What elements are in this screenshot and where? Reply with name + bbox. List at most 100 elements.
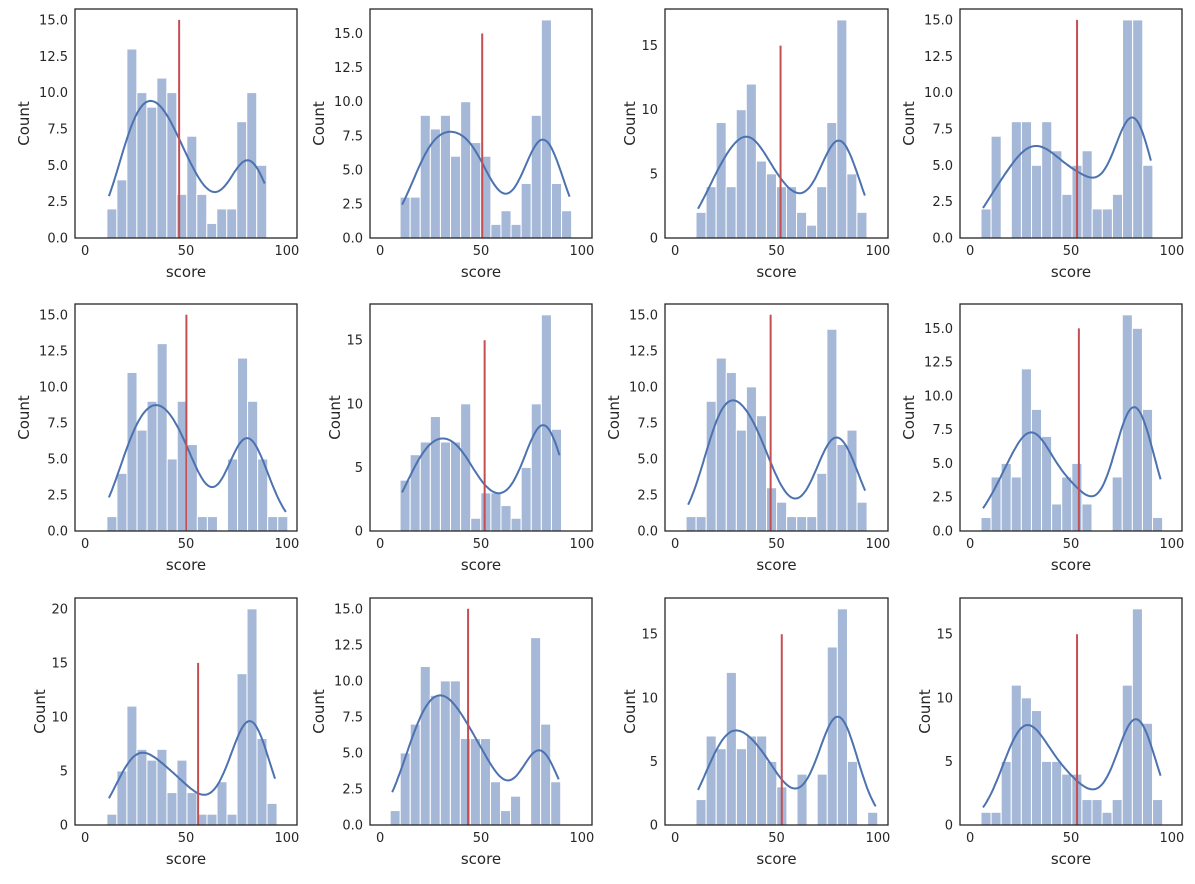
x-axis-label: score (756, 850, 796, 868)
y-tick-label: 15.0 (629, 308, 658, 323)
subplot-5: 0 50 100 0.0 2.5 5.0 7.5 10.0 12.5 15.0 score Count (15, 303, 299, 574)
histogram-bar (1142, 164, 1154, 239)
histogram-bar (1111, 476, 1123, 532)
x-tick-label: 50 (473, 831, 490, 846)
histogram-bar (277, 516, 289, 532)
histogram-bar (816, 186, 828, 239)
histogram-bar (490, 223, 502, 239)
kde-curve (107, 404, 287, 513)
histogram-bar (765, 173, 777, 239)
y-axis-label: Count (621, 689, 639, 734)
x-tick-label: 0 (966, 244, 974, 259)
histogram-bar (409, 196, 421, 239)
histogram-bar (725, 671, 737, 826)
histogram-bar (980, 208, 992, 239)
y-tick-label: 5.0 (932, 159, 953, 174)
histogram-bar (745, 735, 758, 826)
y-tick-label: 15 (346, 334, 363, 349)
histogram-bar (1061, 476, 1073, 532)
histogram-bar (480, 492, 492, 532)
x-tick-label: 100 (274, 831, 299, 846)
histogram-bar (685, 516, 697, 532)
histogram-bar (1111, 193, 1124, 239)
y-tick-label: 2.5 (932, 491, 953, 506)
histogram-bar (745, 83, 757, 239)
y-tick-label: 0.0 (637, 525, 658, 540)
x-tick-label: 50 (473, 537, 490, 552)
histogram-bar (776, 501, 788, 532)
y-tick-label: 0 (945, 819, 953, 834)
histogram-bar (460, 403, 472, 532)
y-tick-label: 2.5 (932, 195, 953, 210)
histogram-bar (126, 48, 138, 239)
y-tick-label: 20 (51, 602, 68, 617)
histogram-bar (796, 211, 808, 239)
y-axis-label: Count (15, 395, 33, 440)
x-tick-label: 50 (178, 831, 195, 846)
axes-frame (369, 597, 593, 826)
y-axis-label: Count (605, 395, 623, 440)
histogram-bar (1061, 193, 1073, 239)
histogram-bar (1131, 327, 1143, 532)
x-tick-label: 100 (274, 244, 299, 259)
x-tick-label: 100 (865, 537, 890, 552)
y-tick-label: 15 (641, 39, 658, 54)
y-tick-label: 5.0 (637, 452, 658, 467)
histogram-bar (786, 186, 798, 239)
histogram-bar (725, 186, 737, 239)
histogram-bar (136, 92, 148, 239)
kde-curve (982, 116, 1152, 209)
subplot-11: 0 50 100 0 5 10 15 score Count (621, 597, 890, 868)
x-tick-label: 50 (1063, 831, 1080, 846)
x-tick-label: 50 (1063, 537, 1080, 552)
histogram-bar (247, 400, 259, 532)
histogram-bar (206, 813, 218, 826)
histogram-bar (1020, 121, 1033, 239)
histogram-bar (489, 781, 502, 826)
y-tick-label: 10 (936, 691, 953, 706)
histogram-bar (1152, 799, 1164, 826)
histogram-bar (1061, 773, 1073, 826)
histogram-bar (479, 738, 491, 826)
histogram-bar (990, 811, 1002, 826)
histogram-bar (236, 673, 248, 826)
histogram-bar (550, 781, 562, 826)
histogram-bar (186, 792, 198, 826)
y-axis-label: Count (900, 101, 918, 146)
y-tick-label: 5.0 (47, 159, 68, 174)
histogram-bar (1051, 150, 1063, 239)
histogram-bar (530, 114, 542, 239)
subplot-6: 0 50 100 0 5 10 15 score Count (326, 303, 594, 574)
histogram-bar (755, 160, 767, 239)
y-tick-label: 0 (650, 232, 658, 247)
histogram-bar (550, 182, 563, 239)
histogram-bar (226, 813, 238, 826)
subplot-10: 0 50 100 0.0 2.5 5.0 7.5 10.0 12.5 15.0 score Count (310, 597, 594, 868)
histogram-bar (236, 121, 248, 239)
x-tick-label: 0 (81, 244, 89, 259)
histogram-bar (735, 748, 747, 826)
axes-frame (369, 8, 593, 239)
y-tick-label: 15.0 (39, 308, 68, 323)
histogram-bar (267, 516, 279, 532)
histogram-bar (695, 799, 707, 826)
histogram-bar (176, 759, 188, 826)
histogram-bar (146, 759, 158, 826)
x-axis-label: score (166, 556, 206, 574)
x-axis-label: score (1051, 556, 1091, 574)
histogram-bar (1010, 476, 1022, 532)
y-tick-label: 12.5 (39, 50, 68, 65)
x-axis-label: score (461, 556, 501, 574)
axes-frame (664, 303, 889, 532)
y-tick-label: 10.0 (924, 389, 953, 404)
histogram-bar (500, 505, 512, 532)
histogram-bar (419, 114, 431, 239)
histogram-bar (166, 792, 178, 826)
histogram-bar (856, 501, 868, 532)
histogram-bar (1131, 608, 1143, 826)
histogram-bar (826, 122, 838, 239)
histogram-bar (816, 472, 828, 532)
y-tick-label: 15 (51, 656, 68, 671)
histogram-bar (980, 516, 992, 532)
x-tick-label: 0 (671, 244, 679, 259)
